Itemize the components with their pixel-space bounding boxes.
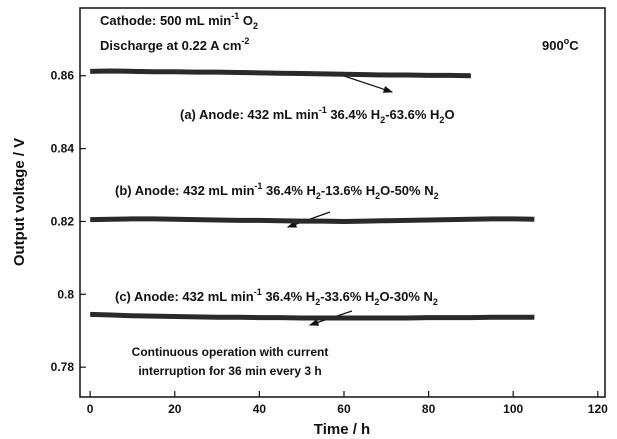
y-tick-label: 0.8 — [57, 287, 74, 301]
annotation: interruption for 36 min every 3 h — [138, 364, 321, 378]
annotation-part: O — [239, 13, 253, 28]
annotation-part: O — [444, 107, 454, 122]
annotation-part: -1 — [254, 287, 262, 297]
data-line — [90, 311, 535, 321]
annotation: (b) Anode: 432 mL min-1 36.4% H2-13.6% H… — [115, 181, 439, 201]
annotation-part: 2 — [380, 115, 385, 125]
annotation-part: 2 — [374, 297, 379, 307]
annotation-part: -13.6% H — [321, 183, 375, 198]
annotation-part: (b) Anode: 432 mL min — [115, 183, 254, 198]
annotation: (c) Anode: 432 mL min-1 36.4% H2-33.6% H… — [115, 287, 438, 307]
annotation-part: o — [564, 36, 570, 46]
x-tick-label: 20 — [168, 402, 182, 416]
annotation-part: 2 — [433, 297, 438, 307]
annotation-part: -2 — [241, 36, 249, 46]
annotation: Discharge at 0.22 A cm-2 — [100, 36, 249, 53]
x-tick-label: 120 — [588, 402, 608, 416]
annotation: (a) Anode: 432 mL min-1 36.4% H2-63.6% H… — [180, 105, 455, 125]
y-tick-label: 0.86 — [51, 69, 75, 83]
x-tick-label: 60 — [337, 402, 351, 416]
annotation-part: 36.4% H — [262, 183, 315, 198]
annotation-part: Continuous operation with current — [132, 345, 329, 359]
annotation-part: 2 — [253, 21, 258, 31]
y-axis-label: Output voltage / V — [11, 138, 28, 266]
annotation-part: Cathode: 500 mL min — [100, 13, 231, 28]
annotation-part: -1 — [319, 105, 327, 115]
annotation-part: 900 — [542, 38, 564, 53]
annotation-part: 2 — [375, 191, 380, 201]
annotation-part: -63.6% H — [385, 107, 439, 122]
annotation-part: O-50% N — [380, 183, 433, 198]
annotation-part: -33.6% H — [320, 289, 374, 304]
data-line — [90, 216, 535, 224]
annotation-part: Discharge at 0.22 A cm — [100, 38, 241, 53]
annotation-part: 36.4% H — [262, 289, 315, 304]
annotation-part: O-30% N — [379, 289, 432, 304]
y-tick-label: 0.84 — [51, 142, 75, 156]
x-tick-label: 80 — [422, 402, 436, 416]
x-tick-label: 40 — [253, 402, 267, 416]
data-line — [90, 68, 471, 79]
annotation-part: (a) Anode: 432 mL min — [180, 107, 319, 122]
annotation: 900oC — [542, 36, 579, 53]
annotation-part: 2 — [434, 191, 439, 201]
x-tick-label: 100 — [503, 402, 523, 416]
x-axis-label: Time / h — [314, 421, 370, 438]
annotation-part: 2 — [316, 191, 321, 201]
annotation-part: -1 — [254, 181, 262, 191]
annotation-part: -1 — [231, 11, 239, 21]
y-tick-label: 0.78 — [51, 360, 75, 374]
plot-frame — [79, 7, 606, 398]
x-tick-label: 0 — [87, 402, 94, 416]
annotation-part: 36.4% H — [327, 107, 380, 122]
annotation: Continuous operation with current — [132, 345, 329, 359]
annotation-part: interruption for 36 min every 3 h — [138, 364, 321, 378]
annotation-part: 2 — [439, 115, 444, 125]
annotation-part: C — [569, 38, 579, 53]
annotation: Cathode: 500 mL min-1 O2 — [100, 11, 258, 31]
y-tick-label: 0.82 — [51, 214, 75, 228]
annotation-part: 2 — [315, 297, 320, 307]
annotation-part: (c) Anode: 432 mL min — [115, 289, 254, 304]
